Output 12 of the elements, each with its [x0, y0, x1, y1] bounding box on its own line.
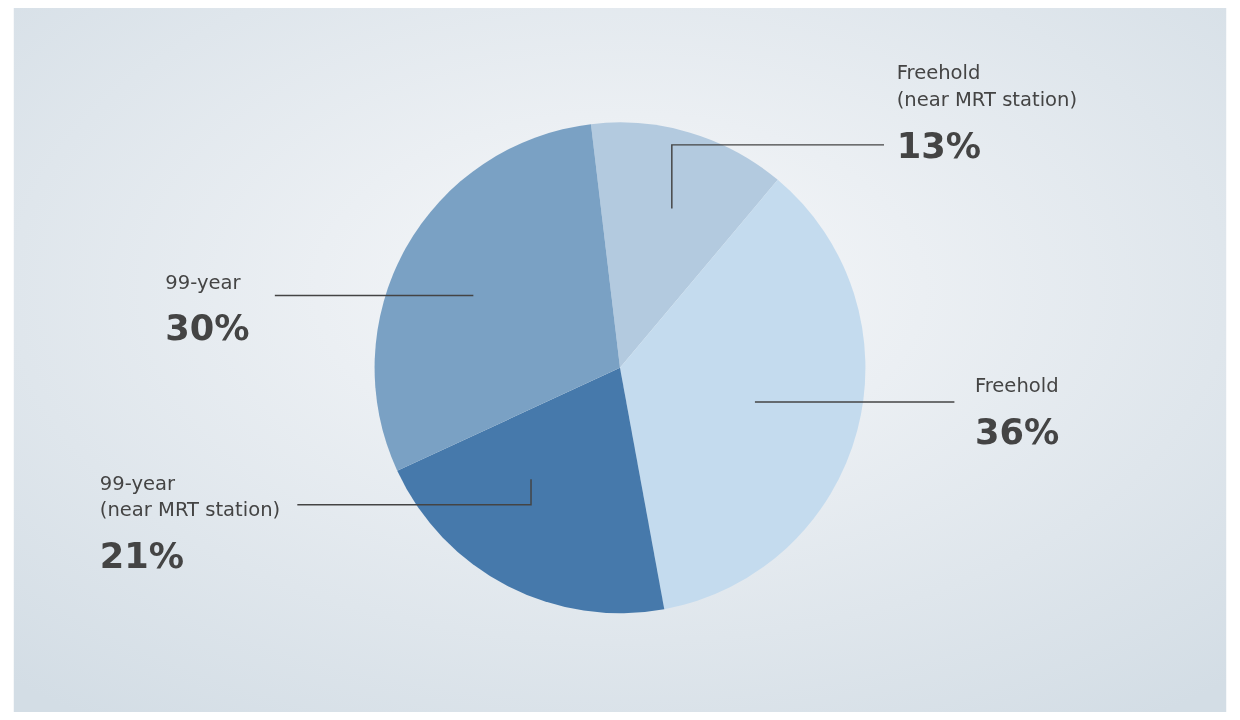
data-label: 13%	[896, 124, 981, 166]
pie-slice	[374, 124, 620, 471]
data-label: 30%	[165, 307, 250, 349]
slice-label: 99-year (near MRT station)	[99, 472, 281, 522]
pie-slice	[620, 179, 866, 610]
data-label: 21%	[99, 535, 185, 577]
slice-label: 99-year	[165, 270, 242, 294]
pie-slice	[590, 122, 778, 368]
slice-label: Freehold	[974, 374, 1059, 398]
slice-label: Freehold (near MRT station)	[896, 61, 1078, 111]
data-label: 36%	[974, 411, 1060, 453]
pie-slice	[397, 367, 665, 613]
